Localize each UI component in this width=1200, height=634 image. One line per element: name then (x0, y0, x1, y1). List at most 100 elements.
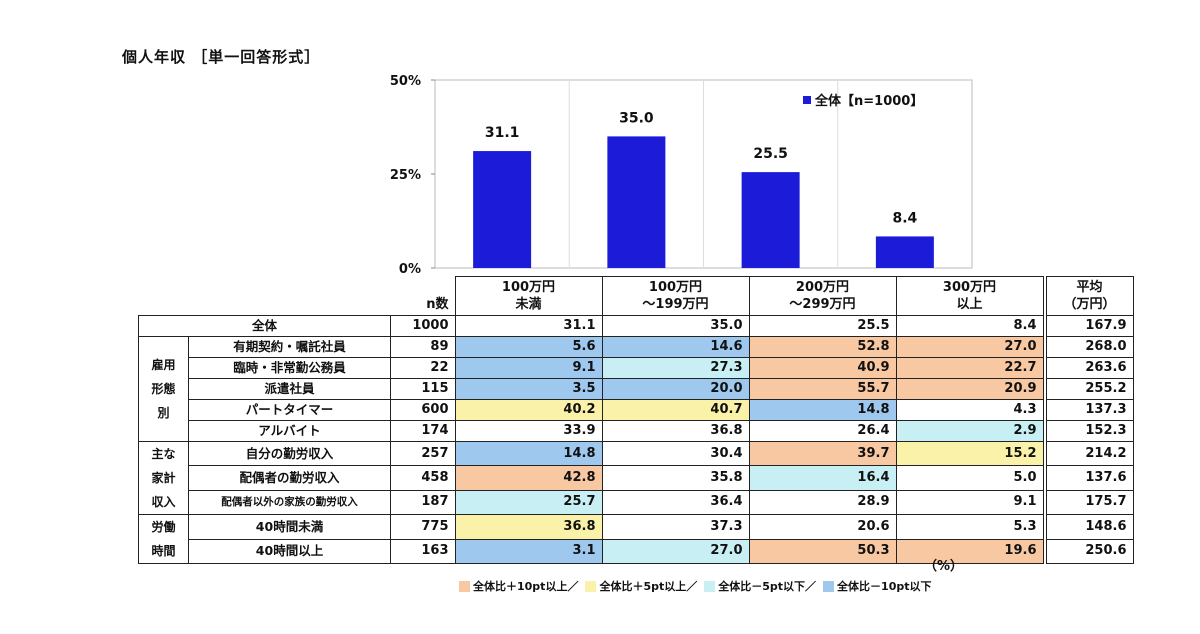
value-cell: 33.9 (454, 420, 603, 442)
bar (607, 136, 666, 268)
value-cell: 28.9 (748, 489, 897, 516)
n-cell: 89 (390, 336, 456, 358)
average-header: 平均 （万円） (1045, 276, 1134, 316)
column-header-line: 100万円 (648, 280, 703, 295)
value-cell: 55.7 (748, 378, 897, 400)
value-cell: 4.3 (895, 399, 1044, 421)
value-cell: 26.4 (748, 420, 897, 442)
group-label-line: 雇用 (151, 358, 176, 372)
row-label: 臨時・非常勤公務員 (188, 357, 391, 379)
group-label-line: 主な (151, 447, 176, 461)
n-cell: 115 (390, 378, 456, 400)
column-header-line: 以上 (956, 297, 983, 312)
value-cell: 20.6 (748, 514, 897, 540)
table-row: 配偶者以外の家族の勤労収入 187 25.7 36.4 28.9 9.1 175.7 (139, 489, 1134, 516)
row-label: 40時間以上 (188, 538, 391, 564)
value-cell: 50.3 (748, 538, 897, 564)
table-row: 臨時・非常勤公務員 22 9.1 27.3 40.9 22.7 263.6 (139, 357, 1134, 379)
group-label-line: 労働 (151, 520, 176, 534)
data-label: 8.4 (892, 210, 917, 226)
legend-label-m5: 全体比－5pt以下／ (718, 580, 817, 593)
value-cell: 16.4 (748, 465, 897, 491)
n-cell: 1000 (390, 315, 456, 337)
value-cell: 36.8 (601, 420, 750, 442)
column-header-line: 未満 (515, 297, 542, 312)
value-cell: 35.8 (601, 465, 750, 491)
legend-swatch (803, 96, 811, 104)
value-cell: 3.1 (454, 538, 603, 564)
table-row: 派遣社員 115 3.5 20.0 55.7 20.9 255.2 (139, 378, 1134, 400)
n-cell: 163 (390, 538, 456, 564)
n-header: n数 (390, 276, 456, 316)
value-cell: 40.2 (454, 399, 603, 421)
bar (875, 236, 934, 268)
table-row: アルバイト 174 33.9 36.8 26.4 2.9 152.3 (139, 420, 1134, 442)
legend-swatch-m10 (823, 580, 835, 592)
n-cell: 458 (390, 465, 456, 491)
column-header-line: ～199万円 (642, 297, 709, 312)
value-cell: 22.7 (895, 357, 1044, 379)
row-label: 派遣社員 (188, 378, 391, 400)
average-cell: 255.2 (1045, 378, 1134, 400)
average-header-line: （万円） (1063, 297, 1116, 312)
bar (473, 151, 532, 268)
table-row: 配偶者の勤労収入 458 42.8 35.8 16.4 5.0 137.6 (139, 465, 1134, 491)
value-cell: 36.8 (454, 514, 603, 540)
table-row: パートタイマー 600 40.2 40.7 14.8 4.3 137.3 (139, 399, 1134, 421)
average-cell: 152.3 (1045, 420, 1134, 442)
n-cell: 775 (390, 514, 456, 540)
value-cell: 19.6 (895, 538, 1044, 564)
chart-title: 個人年収 ［単一回答形式］ (122, 48, 321, 66)
group-label: 主な 家計 収入 (138, 441, 189, 515)
value-cell: 27.0 (895, 336, 1044, 358)
bar (741, 172, 800, 268)
value-cell: 5.0 (895, 465, 1044, 491)
group-label-line: 形態 (151, 382, 176, 396)
value-cell: 9.1 (454, 357, 603, 379)
average-cell: 263.6 (1045, 357, 1134, 379)
column-header-line: 300万円 (942, 280, 997, 295)
value-cell: 9.1 (895, 489, 1044, 516)
y-tick-label: 50% (390, 74, 421, 89)
row-label: 配偶者以外の家族の勤労収入 (188, 489, 391, 516)
legend-label-m10: 全体比－10pt以下 (837, 580, 932, 593)
average-cell: 137.3 (1045, 399, 1134, 421)
table-row: 全体 1000 31.1 35.0 25.5 8.4 167.9 (138, 315, 1134, 337)
value-cell: 20.9 (895, 378, 1044, 400)
n-cell: 187 (390, 489, 456, 516)
row-label: アルバイト (188, 420, 391, 442)
value-cell: 5.6 (454, 336, 603, 358)
value-cell: 2.9 (895, 420, 1044, 442)
value-cell: 39.7 (748, 440, 897, 467)
table-header-row: n数 100万円 未満 100万円 ～199万円 200万円 ～299万円 300万円 以上 平均… (139, 276, 1134, 316)
value-cell: 14.8 (454, 440, 603, 467)
average-cell: 250.6 (1045, 538, 1134, 564)
cross-tab-table: n数 100万円 未満 100万円 ～199万円 200万円 ～299万円 300万円 以上 平均… (138, 276, 1134, 564)
column-header: 200万円 ～299万円 (748, 276, 897, 316)
column-header: 100万円 ～199万円 (601, 276, 750, 316)
value-cell: 27.0 (601, 538, 750, 564)
group-label-line: 別 (157, 406, 170, 420)
unit-label: （%） (924, 559, 964, 574)
table-row: 雇用 形態別有期契約・嘱託社員 89 5.6 14.6 52.8 27.0 268.0 (138, 336, 1134, 442)
legend-label-p5: 全体比＋5pt以上／ (599, 580, 698, 593)
value-cell: 5.3 (895, 514, 1044, 540)
value-cell: 25.7 (454, 489, 603, 516)
value-cell: 15.2 (895, 440, 1044, 467)
header-blank (139, 277, 391, 316)
n-cell: 22 (390, 357, 456, 379)
column-header: 300万円以上 (895, 276, 1044, 316)
legend-swatch-p5 (585, 580, 597, 592)
average-cell: 167.9 (1045, 315, 1134, 337)
value-cell: 40.7 (601, 399, 750, 421)
value-cell: 35.0 (601, 315, 750, 337)
value-cell: 42.8 (454, 465, 603, 491)
row-label: パートタイマー (188, 399, 391, 421)
y-tick-label: 0% (399, 262, 421, 277)
row-label: 配偶者の勤労収入 (188, 465, 391, 491)
group-label-line: 収入 (151, 495, 176, 509)
value-cell: 52.8 (748, 336, 897, 358)
average-cell: 175.7 (1045, 489, 1134, 516)
n-cell: 600 (390, 399, 456, 421)
value-cell: 36.4 (601, 489, 750, 516)
